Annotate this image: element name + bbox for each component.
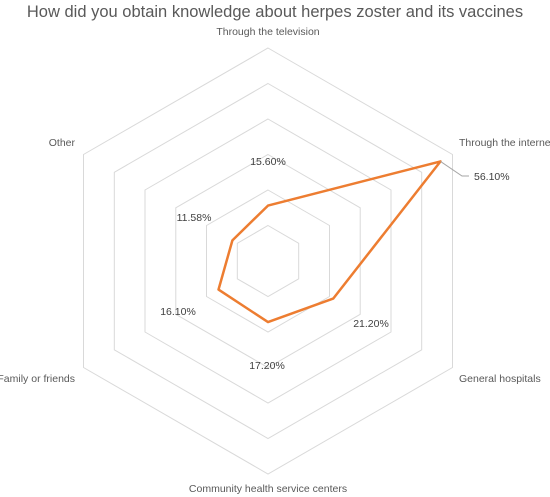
grid-ring	[175, 153, 361, 369]
grid-ring	[144, 118, 392, 404]
category-label: Community health service centers	[189, 483, 347, 495]
category-label: General hospitals	[459, 373, 541, 385]
category-label: Through the television	[216, 26, 319, 38]
grid-ring	[113, 82, 423, 440]
category-label: Through the internet	[459, 137, 550, 149]
data-label: 21.20%	[353, 318, 389, 330]
category-label: Family or friends	[0, 373, 75, 385]
data-label: 17.20%	[249, 360, 285, 372]
data-label: 15.60%	[250, 156, 286, 168]
category-label: Other	[49, 137, 76, 149]
data-label: 16.10%	[160, 306, 196, 318]
data-label-leader	[440, 160, 469, 177]
data-label: 11.58%	[177, 212, 212, 224]
grid-ring	[206, 189, 330, 333]
data-label: 56.10%	[474, 171, 510, 183]
grid-ring	[83, 47, 453, 475]
grid-ring	[236, 224, 300, 298]
chart-title: How did you obtain knowledge about herpe…	[26, 3, 524, 21]
